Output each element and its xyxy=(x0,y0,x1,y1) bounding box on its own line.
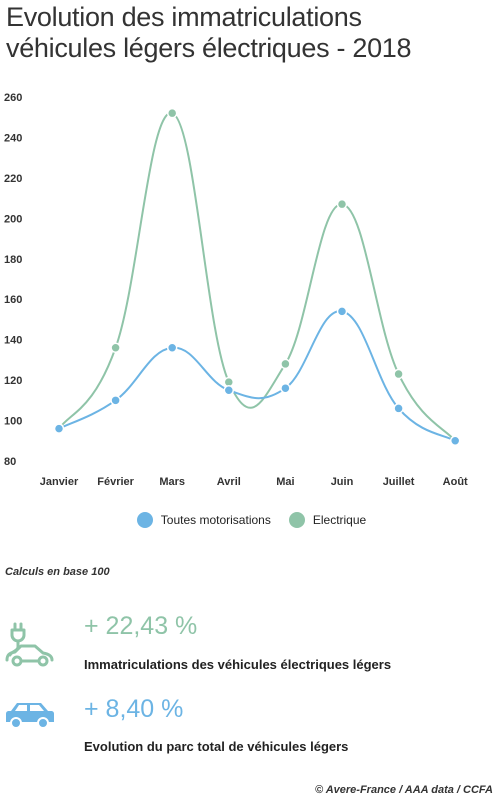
kpi-value-total: + 8,40 % xyxy=(84,695,184,723)
x-tick-label: Juin xyxy=(331,476,354,488)
x-tick-label: Août xyxy=(443,476,468,488)
base-note: Calculs en base 100 xyxy=(5,566,110,578)
x-tick-label: Avril xyxy=(217,476,241,488)
y-tick-label: 260 xyxy=(4,92,22,104)
data-point-toutes-motorisations xyxy=(336,306,348,317)
x-tick-label: Janvier xyxy=(40,476,79,488)
data-point-electrique xyxy=(166,107,178,119)
legend-item-electrique[interactable]: Electrique xyxy=(288,512,367,528)
data-point-toutes-motorisations xyxy=(449,435,461,447)
series-line-electrique xyxy=(58,112,456,442)
data-point-electrique xyxy=(393,368,404,380)
car-icon xyxy=(6,703,54,729)
y-tick-label: 220 xyxy=(4,173,22,185)
y-tick-label: 120 xyxy=(4,375,22,387)
data-point-electrique xyxy=(280,358,291,370)
x-tick-label: Juillet xyxy=(383,476,415,488)
data-point-toutes-motorisations xyxy=(393,403,404,414)
x-tick-label: Février xyxy=(97,476,134,488)
kpi-label-total: Evolution du parc total de véhicules lég… xyxy=(84,739,349,754)
x-tick-label: Mars xyxy=(159,476,185,488)
chart-legend: Toutes motorisations Electrique xyxy=(0,512,503,528)
data-point-toutes-motorisations xyxy=(53,423,65,434)
kpi-label-electric: Immatriculations des véhicules électriqu… xyxy=(84,657,392,672)
legend-item-toutes-motorisations[interactable]: Toutes motorisations xyxy=(136,512,271,528)
line-chart: 80 100 120 140 160 180 200 220 240 260 Janvier Févr… xyxy=(4,92,468,488)
kpi-value-electric: + 22,43 % xyxy=(84,612,198,640)
legend-label: Electrique xyxy=(312,513,367,527)
legend-dot-icon xyxy=(136,512,153,528)
legend-label: Toutes motorisations xyxy=(160,513,271,527)
title-line-2: véhicules légers électriques - 2018 xyxy=(6,33,412,63)
x-tick-label: Mai xyxy=(276,476,294,488)
data-point-electrique xyxy=(336,198,348,210)
y-tick-label: 140 xyxy=(4,335,22,347)
data-point-toutes-motorisations xyxy=(110,395,121,406)
legend-dot-icon xyxy=(288,512,305,528)
y-tick-label: 100 xyxy=(4,416,22,428)
data-point-toutes-motorisations xyxy=(166,342,178,354)
title-line-1: Evolution des immatriculations xyxy=(6,2,362,32)
y-tick-label: 180 xyxy=(4,254,22,266)
y-tick-label: 80 xyxy=(4,456,16,468)
data-point-toutes-motorisations xyxy=(223,384,235,396)
data-point-toutes-motorisations xyxy=(280,382,291,394)
electric-car-icon xyxy=(5,622,54,667)
y-tick-label: 200 xyxy=(4,213,22,225)
series-line-toutes-motorisations xyxy=(58,310,456,442)
y-tick-label: 160 xyxy=(4,294,22,306)
data-point-electrique xyxy=(110,342,121,354)
chart-title: Evolution des immatriculations véhicules… xyxy=(6,2,501,64)
source-credit: © Avere-France / AAA data / CCFA xyxy=(314,784,493,796)
y-tick-label: 240 xyxy=(4,132,22,144)
